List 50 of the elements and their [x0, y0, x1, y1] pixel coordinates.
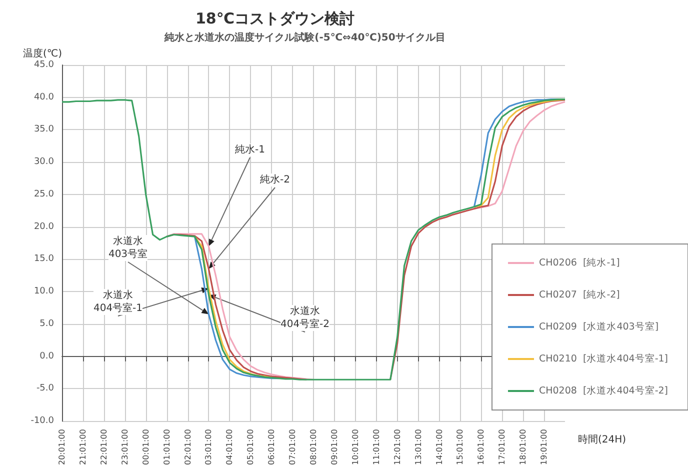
- x-tick-label: 23:01:00: [120, 429, 130, 466]
- x-tick-label: 03:01:00: [204, 429, 214, 466]
- x-tick-label: 20:01:00: [58, 429, 66, 466]
- y-tick-label: -5.0: [36, 384, 54, 394]
- y-tick-label: 20.0: [34, 222, 54, 232]
- annotation: 水道水 404号室-1: [93, 289, 143, 314]
- x-tick-label: 12:01:00: [392, 429, 402, 466]
- x-tick-label: 07:01:00: [288, 429, 298, 466]
- y-tick-label: -10.0: [30, 416, 54, 426]
- legend-label: CH0208 [水道水404号室-2]: [538, 384, 668, 396]
- x-tick-label: 10:01:00: [350, 429, 360, 466]
- annotation: 純水-1: [235, 144, 265, 156]
- y-tick-label: 15.0: [34, 254, 54, 264]
- x-tick-label: 17:01:00: [498, 429, 507, 466]
- x-tick-label: 09:01:00: [330, 429, 339, 466]
- x-tick-label: 05:01:00: [246, 429, 256, 466]
- legend-label: CH0207 [純水-2]: [538, 288, 620, 300]
- legend-label: CH0209 [水道水403号室]: [538, 320, 659, 332]
- annotation: 純水-2: [260, 174, 290, 186]
- x-tick-label: 19:01:00: [540, 429, 549, 466]
- legend-label: CH0210 [水道水404号室-1]: [538, 352, 668, 364]
- x-axis-title: 時間(24H): [578, 434, 626, 446]
- y-axis-title: 温度(℃): [22, 48, 62, 60]
- chart-subtitle: 純水と水道水の温度サイクル試験(-5℃⇔40℃)50サイクル目: [164, 32, 446, 44]
- x-tick-label: 11:01:00: [372, 429, 381, 466]
- x-tick-label: 00:01:00: [141, 429, 150, 466]
- annotation: 水道水 404号室-2: [280, 305, 330, 330]
- y-tick-label: 45.0: [34, 60, 54, 70]
- y-tick-label: 40.0: [34, 92, 54, 102]
- x-tick-label: 15:01:00: [456, 429, 465, 466]
- x-tick-label: 04:01:00: [225, 429, 234, 466]
- x-tick-label: 08:01:00: [309, 429, 318, 466]
- x-tick-label: 01:01:00: [162, 429, 172, 466]
- x-tick-label: 18:01:00: [518, 429, 528, 466]
- y-tick-label: 25.0: [34, 189, 54, 200]
- chart-title: 18℃コストダウン検討: [195, 10, 355, 28]
- y-tick-label: 30.0: [34, 157, 54, 168]
- x-tick-label: 06:01:00: [267, 429, 276, 466]
- y-tick-label: 35.0: [34, 124, 54, 135]
- x-tick-label: 13:01:00: [414, 429, 423, 466]
- y-tick-label: 0.0: [40, 351, 54, 362]
- legend-label: CH0206 [純水-1]: [538, 256, 620, 268]
- annotation: 水道水 403号室: [108, 235, 148, 260]
- y-tick-label: 5.0: [40, 318, 54, 329]
- x-tick-label: 22:01:00: [99, 429, 108, 466]
- x-tick-label: 14:01:00: [434, 429, 444, 466]
- x-tick-label: 16:01:00: [476, 429, 486, 466]
- x-tick-label: 21:01:00: [78, 429, 88, 466]
- x-tick-label: 02:01:00: [183, 429, 192, 466]
- y-tick-label: 10.0: [34, 286, 54, 297]
